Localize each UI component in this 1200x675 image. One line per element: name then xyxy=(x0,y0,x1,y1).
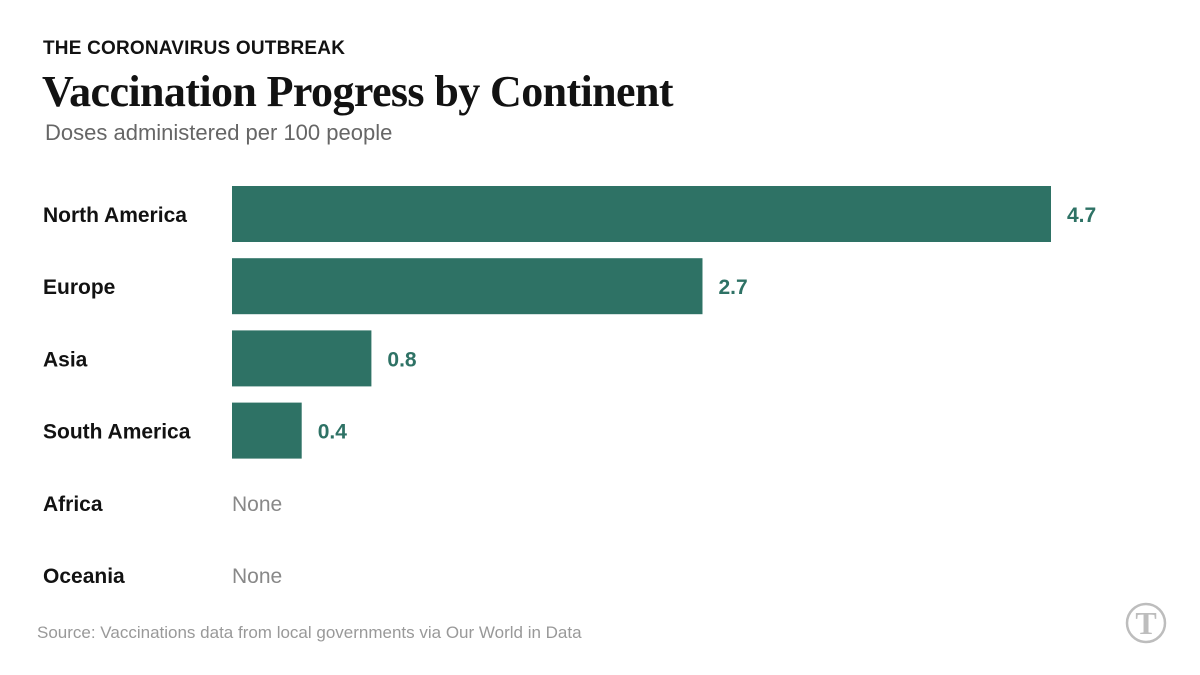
bar-north-america xyxy=(232,186,1051,242)
bar-south-america xyxy=(232,402,302,459)
value-label-asia: 0.8 xyxy=(387,348,417,371)
bar-asia xyxy=(232,330,372,387)
category-label-south-america: South America xyxy=(43,421,191,444)
category-label-africa: Africa xyxy=(43,493,103,516)
bar-europe xyxy=(232,258,703,315)
value-label-africa: None xyxy=(232,493,282,516)
nyt-t-logo-icon: T xyxy=(1125,602,1167,644)
chart-title: Vaccination Progress by Continent xyxy=(42,67,673,116)
category-label-europe: Europe xyxy=(43,276,115,299)
value-label-oceania: None xyxy=(232,565,282,588)
category-label-north-america: North America xyxy=(43,204,187,227)
value-label-north-america: 4.7 xyxy=(1067,204,1096,227)
chart-subtitle: Doses administered per 100 people xyxy=(45,120,393,145)
category-label-oceania: Oceania xyxy=(43,565,125,588)
chart-kicker: THE CORONAVIRUS OUTBREAK xyxy=(43,38,346,59)
value-label-south-america: 0.4 xyxy=(318,421,348,444)
source-note: Source: Vaccinations data from local gov… xyxy=(37,623,582,642)
logo-letter: T xyxy=(1135,605,1156,641)
bar-chart: North America 4.7 Europe 2.7 Asia 0.8 South Am… xyxy=(43,186,1096,588)
value-label-europe: 2.7 xyxy=(718,276,747,299)
category-label-asia: Asia xyxy=(43,348,88,371)
